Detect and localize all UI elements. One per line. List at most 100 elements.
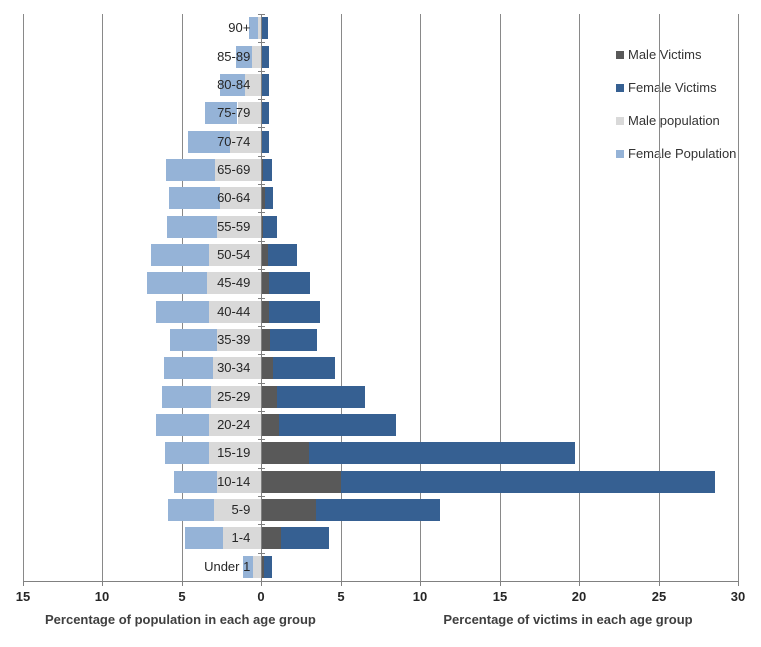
category-label-15-19: 15-19 [217, 445, 251, 460]
x-axis-tick [182, 581, 183, 586]
bar-female-population-40-44 [156, 301, 209, 323]
x-tick-label: 25 [651, 589, 667, 604]
category-axis-line [261, 14, 262, 581]
category-axis-tick [258, 383, 265, 384]
x-tick-label: 15 [15, 589, 31, 604]
bar-female-population-55-59 [166, 216, 217, 238]
bar-male-population-40-44 [208, 301, 262, 323]
x-axis-tick [738, 581, 739, 586]
bar-male-victims-60-64 [262, 187, 265, 209]
bar-male-population-85-89 [251, 46, 262, 68]
x-axis-tick [102, 581, 103, 586]
category-axis-tick [258, 42, 265, 43]
bar-female-population-80-84 [220, 74, 246, 96]
x-axis-tick [261, 581, 262, 586]
category-axis-tick [258, 524, 265, 525]
bar-male-victims-10-14 [262, 471, 341, 493]
bar-female-victims-1-4 [281, 527, 330, 549]
category-axis-tick [258, 468, 265, 469]
bar-male-victims-65-69 [262, 159, 264, 181]
bar-female-population-50-54 [150, 244, 209, 266]
bar-male-population-25-29 [211, 386, 262, 408]
bar-male-victims-50-54 [262, 244, 268, 266]
category-axis-tick [258, 298, 265, 299]
bar-male-population-90- [258, 17, 262, 39]
category-label-25-29: 25-29 [217, 389, 251, 404]
bar-female-population-1-4 [185, 527, 224, 549]
category-label-35-39: 35-39 [217, 332, 251, 347]
category-label-1-4: 1-4 [231, 530, 251, 545]
category-label-30-34: 30-34 [217, 360, 251, 375]
bar-male-victims-30-34 [262, 357, 273, 379]
bar-male-population-80-84 [245, 74, 262, 96]
category-label-65-69: 65-69 [217, 162, 251, 177]
x-tick-label: 5 [178, 589, 186, 604]
bar-male-population-1-4 [223, 527, 262, 549]
category-axis-tick [258, 553, 265, 554]
x-tick-label: 10 [94, 589, 110, 604]
category-label-50-54: 50-54 [217, 247, 251, 262]
category-axis-tick [258, 496, 265, 497]
category-axis-tick [258, 127, 265, 128]
category-axis-tick [258, 212, 265, 213]
bar-male-victims-1-4 [262, 527, 282, 549]
bar-female-victims-10-14 [340, 471, 716, 493]
bar-female-victims-35-39 [270, 329, 318, 351]
gridline [659, 14, 660, 581]
bar-female-victims-90- [262, 17, 268, 39]
bar-female-population-85-89 [235, 46, 252, 68]
category-axis-tick [258, 156, 265, 157]
x-axis-title-left: Percentage of population in each age gro… [45, 612, 316, 627]
category-axis-tick [258, 71, 265, 72]
x-axis-tick [23, 581, 24, 586]
bar-female-victims-under-1 [263, 556, 272, 578]
legend-item-label: Male population [628, 113, 720, 128]
category-axis-tick [258, 439, 265, 440]
bar-male-population-20-24 [208, 414, 262, 436]
bar-female-victims-30-34 [272, 357, 336, 379]
legend-item-label: Male Victims [628, 47, 702, 62]
gridline [420, 14, 421, 581]
bar-female-population-25-29 [162, 386, 212, 408]
bar-male-population-15-19 [208, 442, 262, 464]
bar-female-population-30-34 [163, 357, 213, 379]
x-axis-tick [659, 581, 660, 586]
bar-female-victims-5-9 [316, 499, 441, 521]
bar-female-victims-15-19 [309, 442, 576, 464]
bar-female-victims-75-79 [262, 102, 270, 124]
bar-male-victims-under-1 [262, 556, 264, 578]
bar-male-population-30-34 [212, 357, 262, 379]
category-axis-tick [258, 14, 265, 15]
bar-female-victims-25-29 [276, 386, 365, 408]
category-axis-tick [258, 354, 265, 355]
legend-item-label: Female Population [628, 146, 737, 161]
bar-female-victims-85-89 [262, 46, 270, 68]
bar-female-population-35-39 [169, 329, 217, 351]
category-axis-tick [258, 581, 265, 582]
x-axis-tick [500, 581, 501, 586]
bar-male-population-65-69 [215, 159, 262, 181]
bar-female-victims-45-49 [268, 272, 310, 294]
category-label-85-89: 85-89 [217, 49, 251, 64]
bar-male-victims-25-29 [262, 386, 277, 408]
bar-female-victims-60-64 [264, 187, 274, 209]
category-label-40-44: 40-44 [217, 304, 251, 319]
category-axis-tick [258, 99, 265, 100]
bar-female-victims-80-84 [262, 74, 269, 96]
bar-female-population-10-14 [173, 471, 217, 493]
legend-swatch-female-population [616, 150, 624, 158]
x-tick-label: 30 [730, 589, 746, 604]
x-axis-tick [341, 581, 342, 586]
x-tick-label: 10 [412, 589, 428, 604]
x-axis-line [23, 581, 739, 582]
x-tick-label: 15 [492, 589, 508, 604]
bar-female-population-45-49 [146, 272, 207, 294]
bar-female-victims-40-44 [269, 301, 321, 323]
category-label-20-24: 20-24 [217, 417, 251, 432]
category-label-60-64: 60-64 [217, 190, 251, 205]
x-axis-tick [420, 581, 421, 586]
bar-female-population-15-19 [165, 442, 209, 464]
legend-item-label: Female Victims [628, 80, 717, 95]
bar-female-population-90- [248, 17, 259, 39]
